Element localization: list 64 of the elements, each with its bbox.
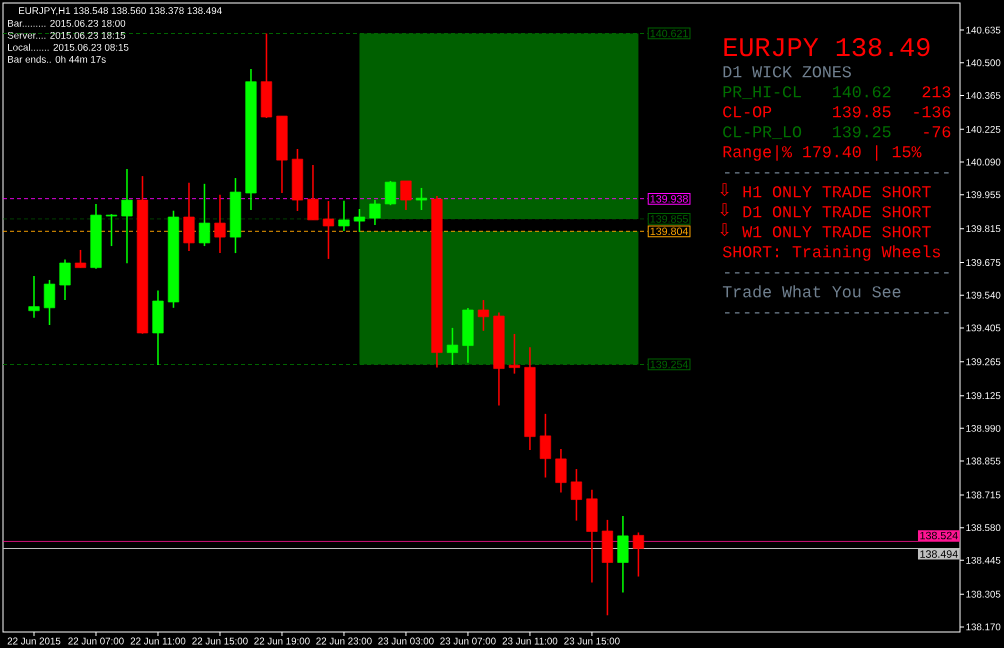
annotation: D1 ONLY TRADE SHORT <box>743 206 931 218</box>
annotation: -136 <box>914 106 951 118</box>
x-tick-label: 22 Jun 19:00 <box>254 637 310 645</box>
ref-line-label: 139.855 <box>650 215 688 223</box>
ref-line-label: 138.494 <box>920 550 958 558</box>
annotation: Server.... 2015.06.23 18:15 <box>7 31 126 39</box>
y-tick-label: 139.125 <box>966 392 1001 400</box>
y-tick-label: 140.635 <box>966 26 1001 34</box>
annotation: Range|% 179.40 | 15% <box>723 145 922 161</box>
y-tick-label: 138.170 <box>966 623 1001 631</box>
x-tick-label: 23 Jun 03:00 <box>378 637 434 645</box>
annotation: W1 ONLY TRADE SHORT <box>742 226 931 238</box>
annotation: 213 <box>922 86 951 98</box>
annotation: -76 <box>924 126 951 138</box>
annotation: PR_HI-CL <box>723 86 801 100</box>
annotation: ⇩ <box>720 203 729 217</box>
y-tick-label: 138.445 <box>966 556 1001 564</box>
ref-line-label: 138.524 <box>920 531 958 540</box>
ref-line-label: 140.621 <box>650 29 688 38</box>
x-tick-label: 22 Jun 15:00 <box>192 637 248 645</box>
x-tick-label: 23 Jun 11:00 <box>502 637 558 645</box>
y-tick-label: 138.855 <box>966 457 1001 465</box>
y-tick-label: 139.675 <box>966 259 1001 266</box>
ref-line-label: 139.804 <box>650 227 689 236</box>
y-tick-label: 139.815 <box>966 225 1001 233</box>
x-tick-label: 22 Jun 23:00 <box>316 637 372 645</box>
annotation: CL-PR_LO <box>723 126 802 140</box>
annotation: Local....... 2015.06.23 08:15 <box>8 43 129 51</box>
chart-title: EURJPY,H1 138.548 138.560 138.378 138.494 <box>19 7 222 16</box>
y-tick-label: 140.225 <box>966 125 1001 133</box>
annotation: EURJPY 138.49 <box>724 38 930 57</box>
annotation: Bar......... 2015.06.23 18:00 <box>8 19 126 27</box>
y-tick-label: 138.305 <box>966 590 1001 598</box>
y-tick-label: 139.265 <box>966 358 1001 366</box>
y-tick-label: 140.500 <box>966 59 1001 67</box>
ref-line-label: 139.254 <box>650 360 689 369</box>
y-tick-label: 139.955 <box>966 191 1001 199</box>
annotation: ⇩ <box>720 223 729 237</box>
ref-line-label: 139.938 <box>650 195 688 203</box>
annotation: SHORT: Training Wheels <box>722 245 941 261</box>
y-tick-label: 138.580 <box>966 524 1001 532</box>
annotation: ⇩ <box>720 183 729 197</box>
annotation: 139.25 <box>833 126 891 138</box>
annotation: ----------------------- <box>724 312 949 314</box>
annotation: 140.62 <box>833 86 891 98</box>
annotation: Trade What You See <box>722 285 901 298</box>
y-tick-label: 138.715 <box>966 491 1001 499</box>
x-tick-label: 23 Jun 15:00 <box>564 637 620 645</box>
x-tick-label: 22 Jun 07:00 <box>68 637 124 645</box>
annotation: H1 ONLY TRADE SHORT <box>743 186 931 198</box>
y-tick-label: 140.090 <box>966 158 1001 166</box>
x-tick-label: 22 Jun 11:00 <box>130 637 186 645</box>
annotation: CL-OP <box>723 106 772 118</box>
y-tick-label: 139.405 <box>966 324 1001 332</box>
y-tick-label: 139.540 <box>966 291 1001 299</box>
annotation: Bar ends.. 0h 44m 17s <box>8 55 106 63</box>
x-tick-label: 22 Jun 2015 <box>7 637 61 645</box>
y-tick-label: 140.365 <box>966 92 1001 99</box>
annotation: ----------------------- <box>724 272 949 274</box>
annotation: ----------------------- <box>724 172 949 174</box>
x-tick-label: 23 Jun 07:00 <box>440 637 496 645</box>
y-tick-label: 138.990 <box>966 424 1001 432</box>
annotation: D1 WICK ZONES <box>723 66 851 78</box>
annotation: 139.85 <box>833 106 891 118</box>
